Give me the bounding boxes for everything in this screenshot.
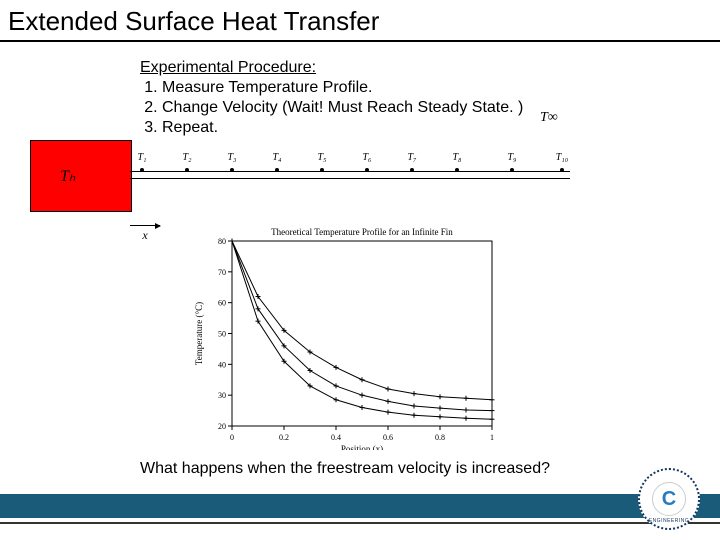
heater-temp-label: Tₕ [60,166,75,186]
procedure-block: Experimental Procedure: Measure Temperat… [140,58,523,138]
thermocouple-node [560,168,564,172]
thermocouple-label: T₈ [452,152,461,163]
thermocouple-node [275,168,279,172]
question-text: What happens when the freestream velocit… [140,460,550,478]
thermocouple-node [320,168,324,172]
x-label: x [130,228,160,243]
t-infinity-label: T∞ [540,110,558,126]
thermocouple-label: T₁ [137,152,146,163]
procedure-step: Change Velocity (Wait! Must Reach Steady… [162,98,523,118]
heater-block [30,140,132,212]
thermocouple-node [230,168,234,172]
svg-text:60: 60 [218,299,226,308]
thermocouple-label: T₇ [407,152,416,163]
svg-text:30: 30 [218,391,226,400]
thermocouple-label: T₂ [182,152,191,163]
procedure-step: Repeat. [162,118,523,138]
college-logo: ENGINEERING C [638,468,700,530]
thermocouple-label: T₄ [272,152,281,163]
thermocouple-node [365,168,369,172]
thermocouple-label: T₅ [317,152,326,163]
thermocouple-node [455,168,459,172]
page-title: Extended Surface Heat Transfer [8,6,379,37]
arrow-right-icon [130,225,160,226]
procedure-list: Measure Temperature Profile. Change Velo… [140,78,523,138]
svg-text:0.2: 0.2 [279,433,289,442]
footer-bar [0,494,720,518]
svg-text:Position (x): Position (x) [341,444,383,450]
footer-rule [0,522,720,524]
procedure-heading: Experimental Procedure: [140,59,316,76]
svg-text:70: 70 [218,268,226,277]
logo-glyph: C [652,482,686,516]
svg-text:Theoretical Temperature Profil: Theoretical Temperature Profile for an I… [271,227,453,237]
title-rule [0,40,720,42]
svg-text:40: 40 [218,360,226,369]
fin-diagram: Tₕ T₁T₂T₃T₄T₅T₆T₇T₈T₉T₁₀ x [30,140,590,220]
svg-text:0.6: 0.6 [383,433,393,442]
svg-text:0.4: 0.4 [331,433,341,442]
thermocouple-label: T₉ [507,152,516,163]
svg-text:1: 1 [490,433,494,442]
svg-text:50: 50 [218,330,226,339]
svg-text:Temperature (°C): Temperature (°C) [194,302,204,365]
fin-bar [130,171,570,179]
svg-text:0.8: 0.8 [435,433,445,442]
thermocouple-label: T₁₀ [556,152,569,163]
thermocouple-node [140,168,144,172]
svg-text:20: 20 [218,422,226,431]
thermocouple-label: T₃ [227,152,236,163]
temperature-profile-chart: Theoretical Temperature Profile for an I… [190,225,510,450]
procedure-step: Measure Temperature Profile. [162,78,523,98]
x-axis-indicator: x [130,225,160,243]
svg-text:80: 80 [218,237,226,246]
thermocouple-node [410,168,414,172]
thermocouple-label: T₆ [362,152,371,163]
svg-text:0: 0 [230,433,234,442]
thermocouple-node [185,168,189,172]
thermocouple-node [510,168,514,172]
